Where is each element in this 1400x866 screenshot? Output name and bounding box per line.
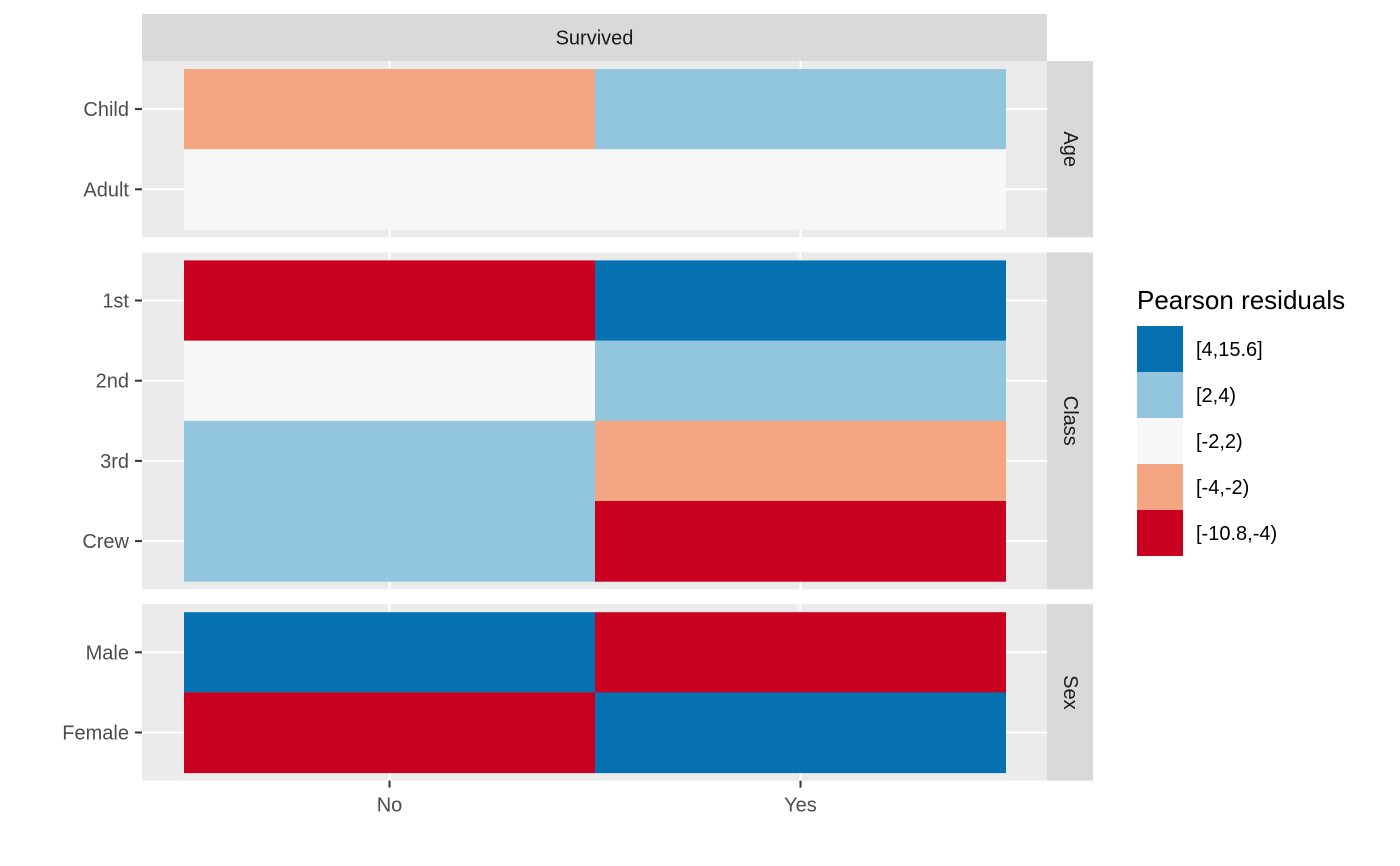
panel-class: Class [142, 252, 1093, 590]
tile-class-crew-no [184, 501, 596, 582]
legend-key-10-8-4 [1137, 510, 1183, 556]
tile-class-crew-yes [595, 501, 1006, 582]
y-tick-label-3rd: 3rd [100, 451, 129, 473]
legend-key-4-2 [1137, 464, 1183, 510]
legend-key-2-2 [1137, 418, 1183, 464]
y-tick-label-child: Child [83, 99, 129, 121]
tile-class-1st-no [184, 260, 596, 342]
legend-label-4-2: [-4,-2) [1196, 477, 1249, 499]
row-strip-label-class: Class [1059, 396, 1081, 446]
y-tick-label-male: Male [86, 642, 129, 664]
tile-sex-female-yes [595, 692, 1006, 774]
tile-age-adult-yes [595, 149, 1006, 230]
y-tick-label-2nd: 2nd [96, 371, 129, 393]
row-strip-age [1047, 61, 1093, 238]
tile-sex-female-no [184, 692, 596, 774]
tile-class-3rd-yes [595, 420, 1006, 502]
legend: Pearson residuals [4,15.6] [2,4) [-2,2) [-4,… [1137, 285, 1345, 556]
y-tick-label-1st: 1st [102, 291, 129, 313]
panel-age: Age [142, 61, 1093, 238]
row-strip-label-sex: Sex [1059, 675, 1081, 709]
legend-title: Pearson residuals [1137, 285, 1345, 315]
legend-label-2-4: [2,4) [1196, 385, 1236, 407]
tile-class-3rd-no [184, 420, 596, 502]
tile-age-adult-no [184, 149, 596, 230]
legend-key-2-4 [1137, 372, 1183, 418]
y-tick-label-female: Female [62, 723, 129, 745]
legend-key-4-15-6 [1137, 326, 1183, 372]
tile-age-child-no [184, 69, 596, 150]
y-tick-label-adult: Adult [83, 179, 129, 201]
y-tick-label-crew: Crew [82, 531, 129, 553]
tile-sex-male-no [184, 612, 596, 693]
tile-age-child-yes [595, 69, 1006, 150]
row-strip-label-age: Age [1059, 131, 1081, 167]
legend-label-10-8-4: [-10.8,-4) [1196, 523, 1277, 545]
legend-label-4-15-6: [4,15.6] [1196, 339, 1263, 361]
row-strip-class [1047, 252, 1093, 590]
tile-class-2nd-yes [595, 340, 1006, 422]
column-strip [142, 14, 1047, 61]
x-tick-label-yes: Yes [784, 795, 817, 817]
x-tick-label-no: No [377, 795, 403, 817]
column-strip-label: Survived [556, 28, 634, 50]
tile-class-1st-yes [595, 260, 1006, 342]
row-strip-sex [1047, 604, 1093, 781]
panel-sex: Sex [142, 604, 1093, 781]
tile-class-2nd-no [184, 340, 596, 422]
tile-sex-male-yes [595, 612, 1006, 693]
legend-label-2-2: [-2,2) [1196, 431, 1243, 453]
